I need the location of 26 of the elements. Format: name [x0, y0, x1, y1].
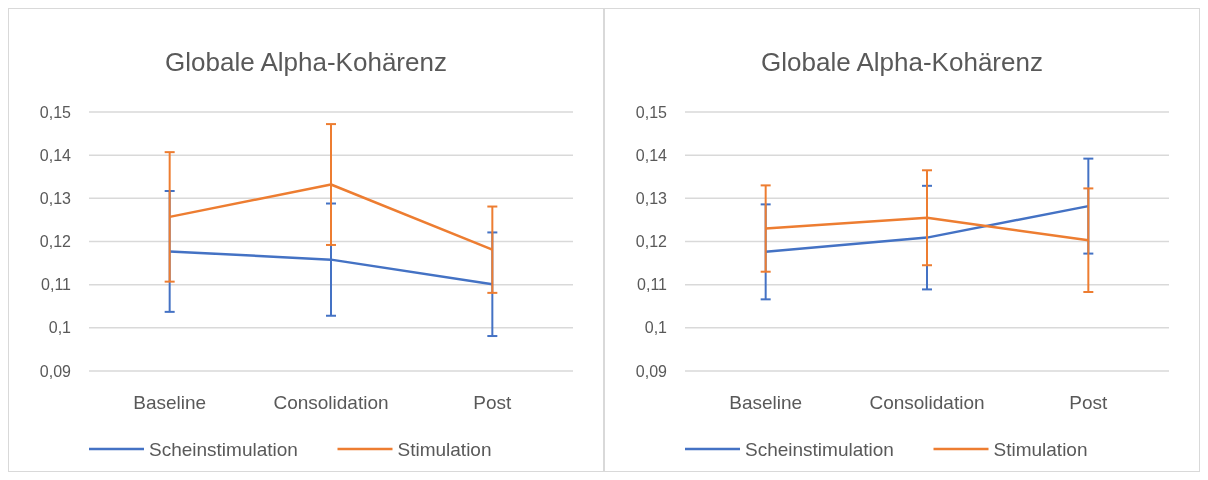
y-tick-label: 0,14	[39, 146, 72, 164]
y-tick-label: 0,15	[39, 103, 72, 121]
chart-title: Globale Alpha-Kohärenz	[761, 47, 1043, 77]
x-tick-label: Post	[473, 392, 513, 413]
y-tick-label: 0,11	[41, 276, 72, 294]
y-tick-label: 0,15	[635, 103, 668, 121]
y-tick-label: 0,09	[39, 362, 72, 380]
y-tick-label: 0,13	[39, 189, 72, 207]
y-tick-label: 0,11	[637, 276, 668, 294]
x-tick-label: Post	[1069, 392, 1109, 413]
x-tick-label: Consolidation	[869, 392, 985, 413]
legend-label: Scheinstimulation	[745, 438, 894, 460]
y-tick-label: 0,1	[644, 319, 668, 337]
y-tick-label: 0,12	[635, 233, 668, 251]
legend-label: Scheinstimulation	[149, 438, 298, 460]
y-tick-label: 0,14	[635, 146, 668, 164]
y-tick-label: 0,1	[48, 319, 72, 337]
chart-title: Globale Alpha-Kohärenz	[165, 47, 447, 77]
y-tick-label: 0,13	[635, 189, 668, 207]
x-tick-label: Consolidation	[273, 392, 389, 413]
y-tick-label: 0,12	[39, 233, 72, 251]
legend-label: Stimulation	[993, 438, 1088, 460]
x-tick-label: Baseline	[729, 392, 803, 413]
x-tick-label: Baseline	[133, 392, 207, 413]
y-tick-label: 0,09	[635, 362, 668, 380]
legend-label: Stimulation	[397, 438, 492, 460]
